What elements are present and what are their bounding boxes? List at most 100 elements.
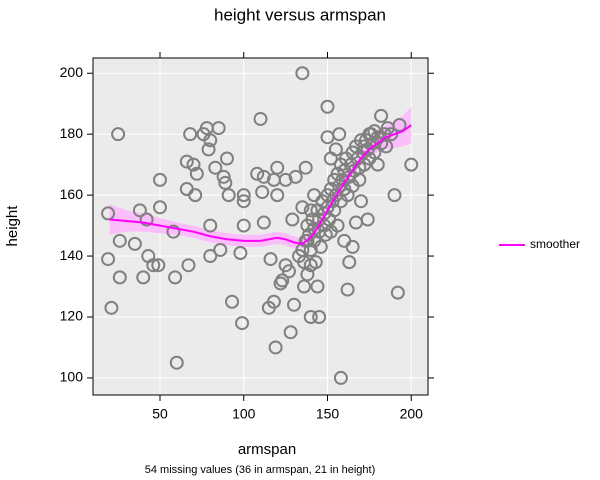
data-point <box>112 233 127 248</box>
data-point <box>297 279 312 294</box>
data-point <box>250 166 265 181</box>
data-point <box>345 178 360 193</box>
data-point <box>132 203 147 218</box>
data-point <box>220 151 234 166</box>
data-point <box>320 99 335 114</box>
data-point <box>287 297 301 312</box>
data-point <box>136 270 151 285</box>
footnote: 54 missing values (36 in armspan, 21 in … <box>145 464 376 476</box>
y-tick-label: 100 <box>60 369 84 385</box>
data-point <box>256 215 271 230</box>
data-point <box>179 154 194 169</box>
x-axis-label: armspan <box>238 441 296 458</box>
data-point <box>380 121 395 136</box>
y-tick-label: 200 <box>60 64 84 80</box>
data-point <box>374 108 389 123</box>
data-point <box>101 206 116 221</box>
data-point <box>153 172 167 187</box>
data-point <box>332 127 347 142</box>
data-point <box>270 188 285 203</box>
y-tick-label: 160 <box>60 186 84 202</box>
data-point <box>216 169 231 184</box>
data-point <box>345 239 360 254</box>
data-point <box>236 218 251 233</box>
data-point <box>390 285 405 300</box>
y-axis-label: height <box>4 205 21 247</box>
data-point <box>203 249 218 264</box>
y-tick-label: 140 <box>60 247 84 263</box>
data-point <box>313 239 328 254</box>
data-point <box>354 194 368 209</box>
data-point <box>308 255 323 270</box>
x-tick-label: 100 <box>232 406 256 422</box>
data-point <box>146 258 161 273</box>
data-point <box>208 160 223 175</box>
data-point <box>111 127 126 142</box>
data-point <box>153 200 167 215</box>
y-tick-label: 180 <box>60 125 84 141</box>
data-point <box>303 203 318 218</box>
data-point <box>211 121 226 136</box>
data-point <box>186 157 201 172</box>
data-point <box>300 267 315 282</box>
data-point <box>104 300 119 315</box>
data-point <box>169 355 184 370</box>
data-point <box>101 252 116 267</box>
data-point <box>404 157 419 172</box>
data-point <box>151 258 166 273</box>
data-point <box>189 166 204 181</box>
data-point <box>360 212 375 227</box>
data-point <box>235 316 250 331</box>
data-point <box>266 294 281 309</box>
data-point <box>328 142 343 157</box>
data-point <box>281 264 296 279</box>
data-point <box>283 325 298 340</box>
chart-title: height versus armspan <box>214 5 386 24</box>
data-point <box>288 169 303 184</box>
data-point <box>275 273 290 288</box>
data-point <box>181 258 196 273</box>
data-point <box>201 142 216 157</box>
data-point <box>218 175 233 190</box>
data-point <box>213 242 228 257</box>
data-point <box>374 136 389 151</box>
x-tick-label: 50 <box>152 406 168 422</box>
data-point <box>183 127 198 142</box>
confidence-band <box>109 106 412 249</box>
data-point <box>270 160 285 175</box>
x-tick-label: 150 <box>316 406 340 422</box>
smoother-line <box>109 124 412 245</box>
data-point <box>310 279 325 294</box>
x-tick-label: 200 <box>400 406 424 422</box>
data-point <box>295 200 310 215</box>
data-point <box>203 218 218 233</box>
data-point <box>330 218 345 233</box>
data-point <box>333 370 348 385</box>
data-point <box>112 270 127 285</box>
data-point <box>253 111 268 126</box>
data-point <box>255 185 270 200</box>
data-point <box>236 188 251 203</box>
data-point <box>168 270 183 285</box>
plot-border <box>92 57 429 396</box>
data-point <box>285 212 300 227</box>
data-point <box>263 252 278 267</box>
data-point <box>298 160 313 175</box>
data-point <box>139 212 154 227</box>
data-point <box>387 188 402 203</box>
data-point <box>188 188 203 203</box>
data-point <box>303 309 318 324</box>
data-point <box>295 66 310 81</box>
data-point <box>127 236 142 251</box>
data-point <box>268 340 283 355</box>
data-point <box>221 188 236 203</box>
data-point <box>342 255 357 270</box>
data-point <box>166 224 181 239</box>
data-point <box>312 309 327 324</box>
data-point <box>233 246 248 261</box>
data-point <box>364 127 379 142</box>
data-point <box>203 133 218 148</box>
y-tick-label: 120 <box>60 308 84 324</box>
